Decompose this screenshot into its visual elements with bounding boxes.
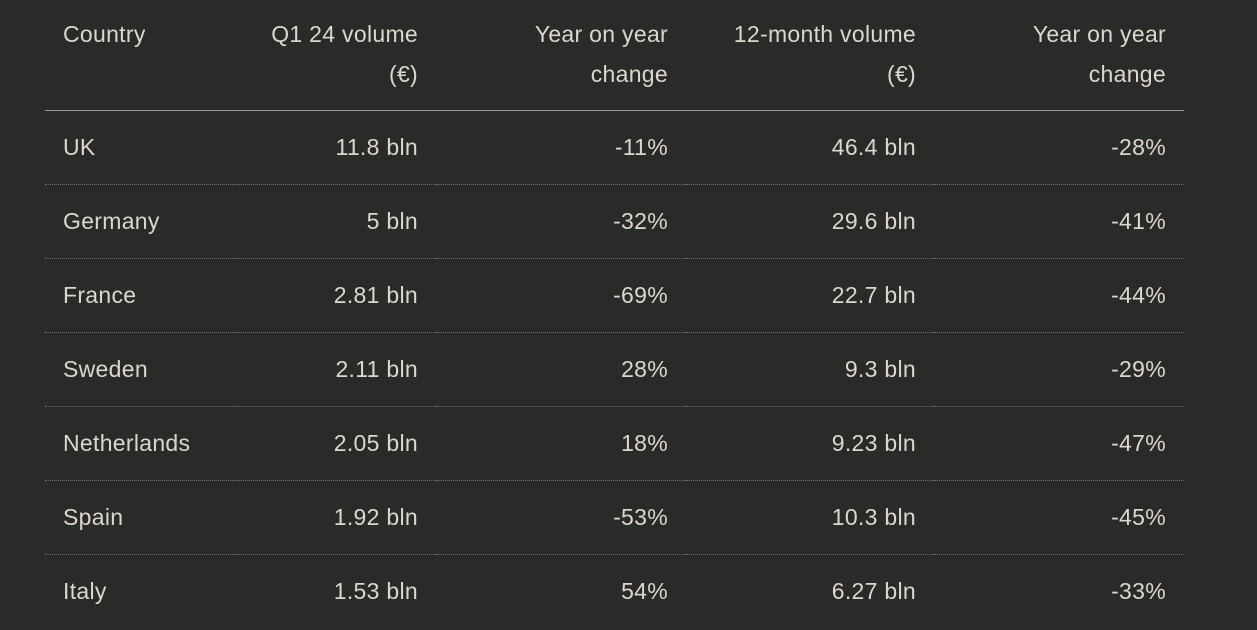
twelve-month-volume-cell: 10.3 bln	[686, 480, 934, 555]
table-header: Country Q1 24 volume (€) Year on year ch…	[45, 0, 1184, 111]
header-yoy-change-q1: Year on year change	[436, 0, 686, 111]
q1-volume-cell: 2.11 bln	[235, 332, 436, 407]
yoy-change-12m-cell: -28%	[934, 110, 1184, 185]
yoy-change-q1-cell: 28%	[436, 332, 686, 407]
table-row: France 2.81 bln -69% 22.7 bln -44%	[45, 258, 1184, 333]
table-row: Germany 5 bln -32% 29.6 bln -41%	[45, 184, 1184, 259]
q1-volume-cell: 1.92 bln	[235, 480, 436, 555]
header-row: Country Q1 24 volume (€) Year on year ch…	[45, 0, 1184, 111]
yoy-change-12m-cell: -47%	[934, 406, 1184, 481]
header-line: Country	[63, 21, 146, 47]
twelve-month-volume-cell: 6.27 bln	[831, 578, 916, 605]
header-line: change	[590, 61, 668, 87]
q1-volume-cell: 11.8 bln	[235, 110, 436, 185]
country-volume-table: Country Q1 24 volume (€) Year on year ch…	[45, 0, 1184, 629]
twelve-month-volume-cell: 29.6 bln	[686, 184, 934, 259]
header-line: (€)	[886, 61, 916, 87]
q1-volume-cell: 1.53 bln	[333, 578, 418, 605]
twelve-month-volume-cell: 22.7 bln	[686, 258, 934, 333]
header-line: (€)	[388, 61, 418, 87]
header-country: Country	[45, 0, 235, 111]
header-line: Year on year	[534, 21, 668, 47]
country-cell: UK	[45, 110, 235, 185]
yoy-change-q1-cell: -53%	[436, 480, 686, 555]
table-row: Netherlands 2.05 bln 18% 9.23 bln -47%	[45, 406, 1184, 481]
country-cell: Spain	[45, 480, 235, 555]
header-line: Q1 24 volume	[271, 21, 418, 47]
yoy-change-q1-cell: 18%	[436, 406, 686, 481]
yoy-change-12m-cell: -45%	[934, 480, 1184, 555]
yoy-change-q1-cell: 54%	[621, 578, 668, 605]
header-line: change	[1088, 61, 1166, 87]
table-row: Spain 1.92 bln -53% 10.3 bln -45%	[45, 480, 1184, 555]
yoy-change-12m-cell: -41%	[934, 184, 1184, 259]
header-line: Year on year	[1032, 21, 1166, 47]
yoy-change-12m-cell: -33%	[1111, 578, 1166, 605]
table-body: UK 11.8 bln -11% 46.4 bln -28% Germany 5 bln -3…	[45, 110, 1184, 629]
yoy-change-12m-cell: -44%	[934, 258, 1184, 333]
country-cell: France	[45, 258, 235, 333]
table-row: Italy 1.53 bln 54% 6.27 bln -33%	[45, 555, 1184, 629]
yoy-change-q1-cell: -69%	[436, 258, 686, 333]
header-12m-volume: 12-month volume (€)	[686, 0, 934, 111]
header-q1-volume: Q1 24 volume (€)	[235, 0, 436, 111]
header-yoy-change-12m: Year on year change	[934, 0, 1184, 111]
twelve-month-volume-cell: 9.23 bln	[686, 406, 934, 481]
header-line: 12-month volume	[733, 21, 916, 47]
country-cell: Italy	[63, 578, 107, 605]
twelve-month-volume-cell: 46.4 bln	[686, 110, 934, 185]
yoy-change-q1-cell: -11%	[436, 110, 686, 185]
country-cell: Sweden	[45, 332, 235, 407]
table-row: UK 11.8 bln -11% 46.4 bln -28%	[45, 110, 1184, 185]
table-row: Sweden 2.11 bln 28% 9.3 bln -29%	[45, 332, 1184, 407]
q1-volume-cell: 5 bln	[235, 184, 436, 259]
country-cell: Netherlands	[45, 406, 235, 481]
yoy-change-12m-cell: -29%	[934, 332, 1184, 407]
country-cell: Germany	[45, 184, 235, 259]
q1-volume-cell: 2.05 bln	[235, 406, 436, 481]
twelve-month-volume-cell: 9.3 bln	[686, 332, 934, 407]
yoy-change-q1-cell: -32%	[436, 184, 686, 259]
q1-volume-cell: 2.81 bln	[235, 258, 436, 333]
